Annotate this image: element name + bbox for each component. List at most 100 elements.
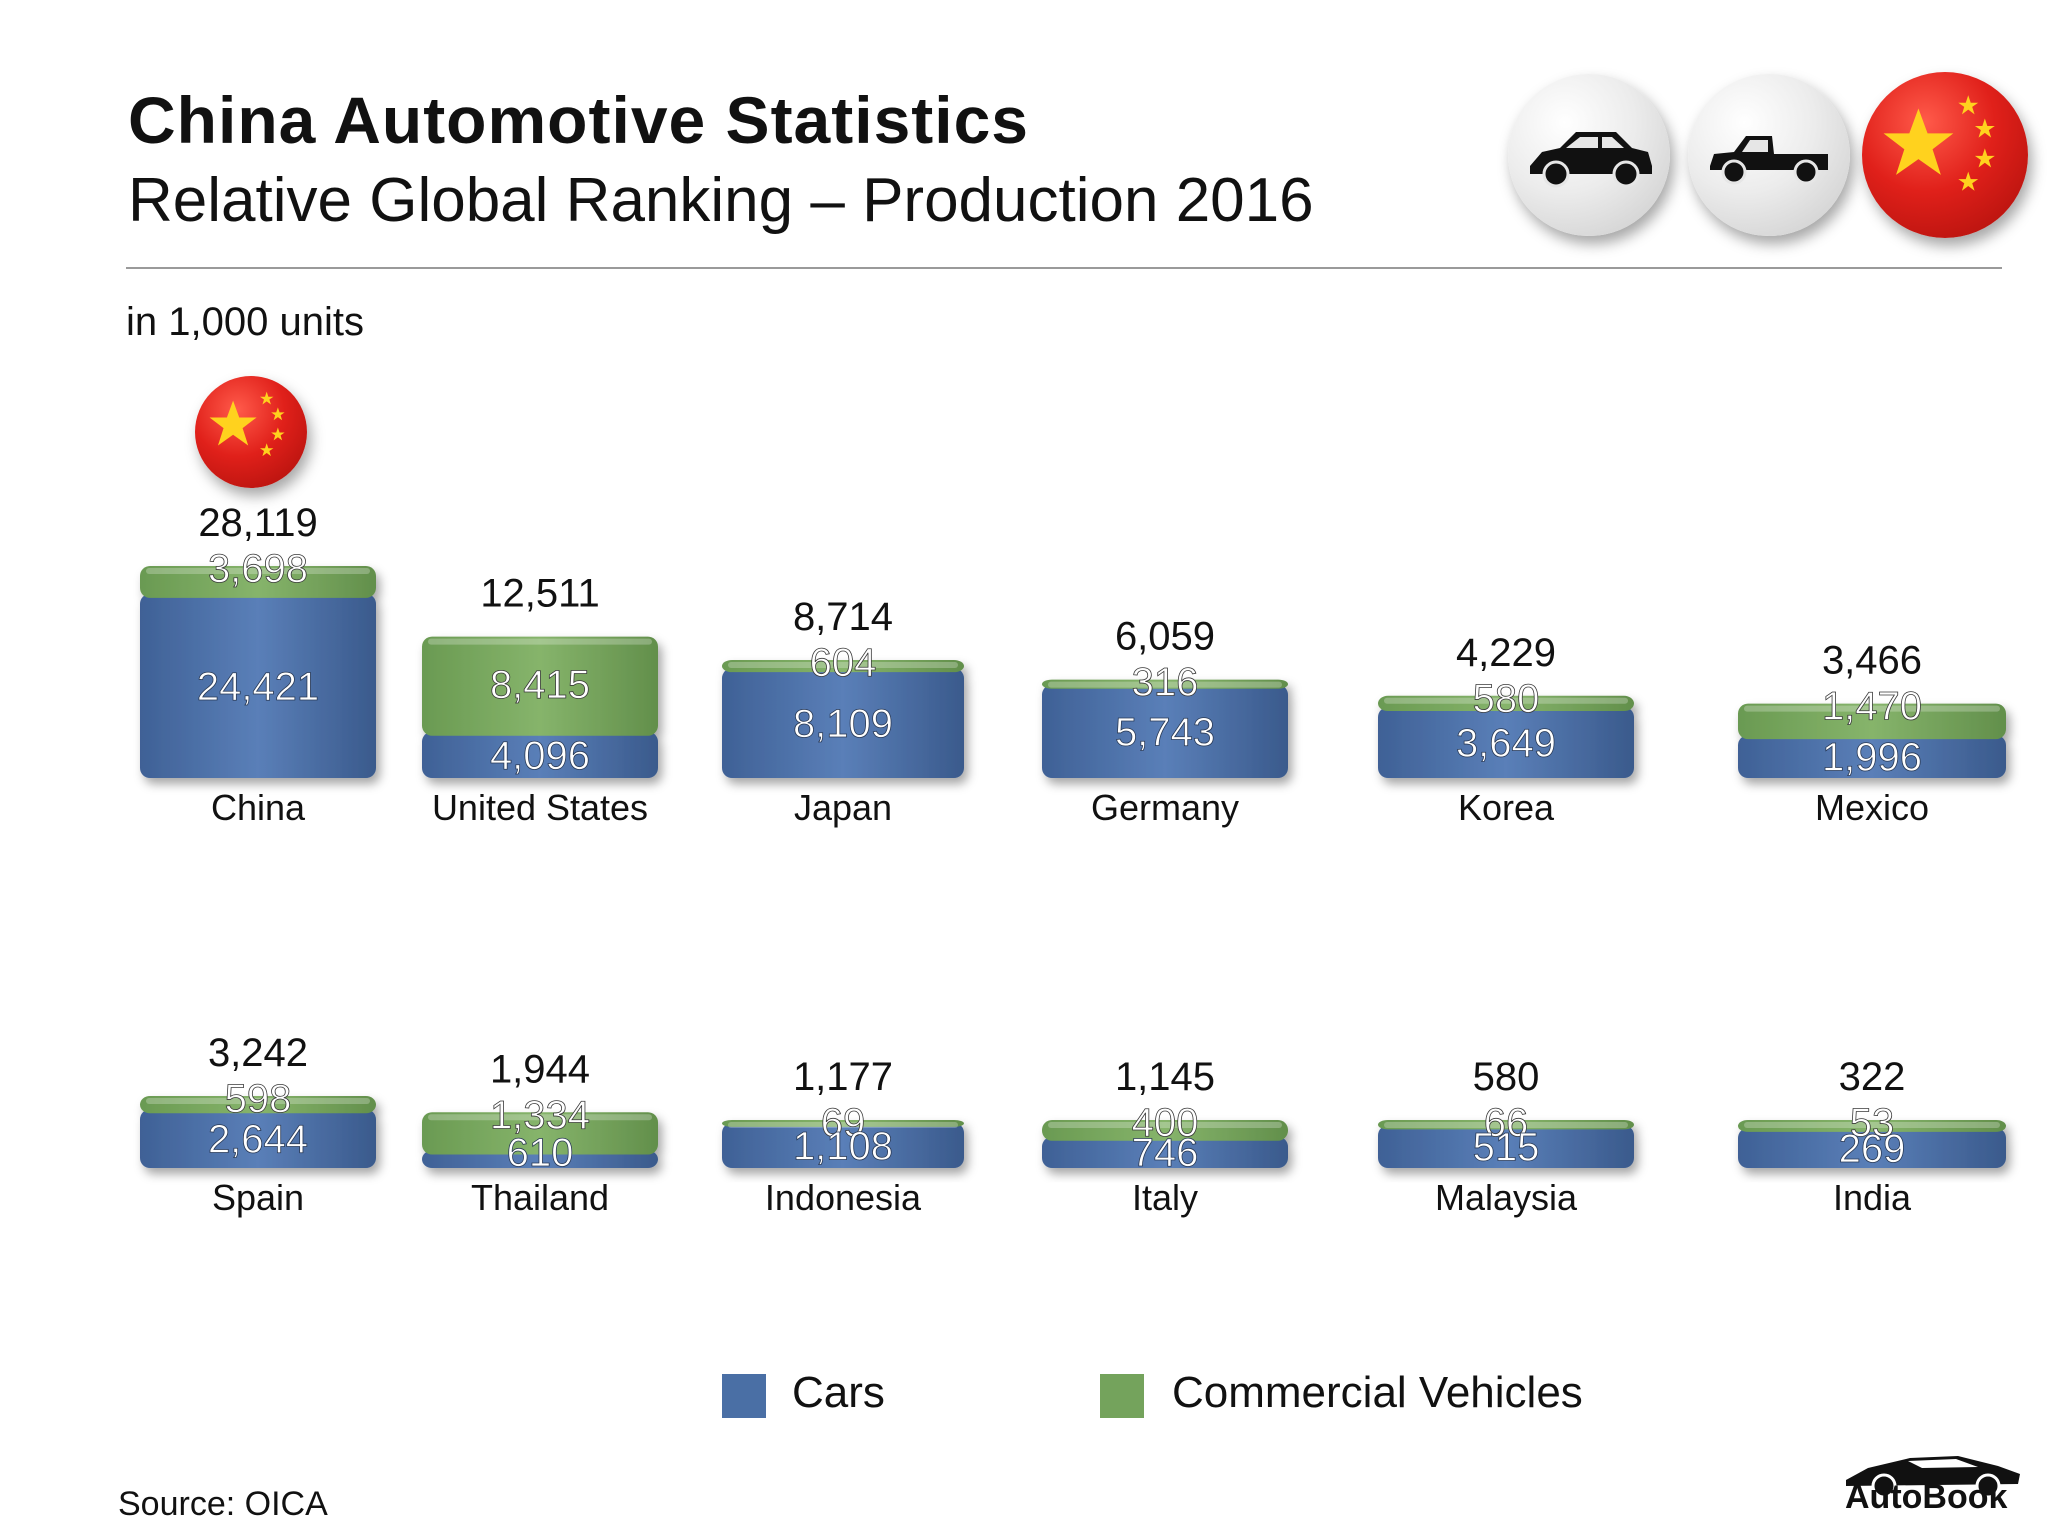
total-label: 4,229 xyxy=(1456,631,1556,675)
commercial-label: 400 xyxy=(1132,1101,1199,1145)
total-label: 12,511 xyxy=(480,572,599,616)
bar-cars xyxy=(722,668,964,778)
commercial-label: 53 xyxy=(1850,1101,1895,1145)
bar-highlight xyxy=(1384,697,1628,704)
category-label: Malaysia xyxy=(1435,1177,1578,1218)
bar-highlight xyxy=(428,638,652,645)
china-flag-icon xyxy=(1862,72,2028,238)
bar-highlight xyxy=(728,1122,958,1128)
total-label: 3,466 xyxy=(1822,639,1922,683)
category-label: Japan xyxy=(794,787,892,828)
car-icon xyxy=(1508,74,1670,236)
legend-swatch-cars xyxy=(722,1374,766,1418)
category-label: United States xyxy=(432,787,648,828)
category-label: Spain xyxy=(212,1177,304,1218)
autobook-car-logo-icon xyxy=(1846,1456,2020,1499)
total-label: 1,145 xyxy=(1115,1055,1215,1099)
page-title: China Automotive Statistics xyxy=(128,83,1030,157)
bar-group xyxy=(140,566,376,778)
pickup-truck-icon xyxy=(1688,74,1850,236)
total-label: 6,059 xyxy=(1115,615,1215,659)
bar-cars xyxy=(1042,1136,1288,1168)
bar-cars xyxy=(1042,684,1288,778)
category-label: Italy xyxy=(1132,1177,1198,1218)
category-label: Thailand xyxy=(471,1177,609,1218)
bar-group xyxy=(722,1120,964,1168)
china-flag-icon xyxy=(195,376,307,488)
bar-cars xyxy=(140,593,376,778)
category-label: Korea xyxy=(1458,787,1555,828)
cars-label: 515 xyxy=(1473,1126,1540,1170)
header-divider xyxy=(126,267,2002,269)
category-label: Germany xyxy=(1091,787,1239,828)
bar-commercial xyxy=(1738,703,2006,740)
bar-group xyxy=(1738,703,2006,778)
bar-group xyxy=(1378,695,1634,778)
cars-label: 1,996 xyxy=(1822,736,1922,780)
total-label: 3,242 xyxy=(208,1031,308,1075)
legend-swatch-commercial xyxy=(1100,1374,1144,1418)
cars-label: 2,644 xyxy=(208,1118,308,1162)
bar-cars xyxy=(1378,1125,1634,1168)
bar-group xyxy=(422,1112,658,1168)
commercial-label: 604 xyxy=(810,641,877,685)
bar-highlight xyxy=(1384,1122,1628,1128)
cars-label: 269 xyxy=(1839,1127,1906,1171)
bar-cars xyxy=(722,1122,964,1168)
total-label: 8,714 xyxy=(793,595,893,639)
cars-label: 24,421 xyxy=(197,665,319,709)
commercial-label: 1,470 xyxy=(1822,685,1922,729)
cars-label: 746 xyxy=(1132,1131,1199,1175)
bar-commercial xyxy=(422,636,658,736)
bar-group xyxy=(1738,1120,2006,1168)
bar-cars xyxy=(1738,735,2006,778)
cars-label: 3,649 xyxy=(1456,722,1556,766)
bar-commercial xyxy=(422,1112,658,1155)
cars-label: 5,743 xyxy=(1115,710,1215,754)
bar-group xyxy=(722,659,964,778)
brand-name: AutoBook xyxy=(1845,1478,2008,1516)
total-label: 1,944 xyxy=(490,1047,590,1091)
commercial-label: 1,334 xyxy=(490,1093,590,1137)
commercial-label: 69 xyxy=(821,1101,866,1145)
commercial-label: 598 xyxy=(225,1077,292,1121)
bar-highlight xyxy=(1048,681,1282,688)
cars-label: 1,108 xyxy=(793,1124,893,1168)
legend-label-cars: Cars xyxy=(792,1368,885,1417)
bar-cars xyxy=(140,1109,376,1168)
category-label: Mexico xyxy=(1815,787,1929,828)
bar-highlight xyxy=(1048,1122,1282,1128)
category-label: China xyxy=(211,787,306,828)
category-label: India xyxy=(1833,1177,1912,1218)
bar-group xyxy=(140,1096,376,1168)
bar-highlight xyxy=(428,1114,652,1121)
bar-highlight xyxy=(146,568,370,574)
total-label: 1,177 xyxy=(793,1055,893,1099)
page-subtitle: Relative Global Ranking – Production 201… xyxy=(128,166,1314,235)
bar-cars xyxy=(422,1150,658,1168)
cars-label: 4,096 xyxy=(490,734,590,778)
bar-highlight xyxy=(728,661,958,668)
cars-label: 610 xyxy=(507,1131,574,1175)
bar-group xyxy=(1042,1120,1288,1168)
category-label: Indonesia xyxy=(765,1177,922,1218)
bar-highlight xyxy=(1744,1122,2000,1128)
commercial-label: 66 xyxy=(1484,1101,1529,1145)
bar-group xyxy=(1042,679,1288,778)
commercial-label: 8,415 xyxy=(490,663,590,707)
commercial-label: 316 xyxy=(1132,661,1199,705)
units-label: in 1,000 units xyxy=(126,300,364,344)
commercial-label: 580 xyxy=(1473,677,1540,721)
total-label: 322 xyxy=(1839,1055,1906,1099)
bar-cars xyxy=(1738,1127,2006,1168)
cars-label: 8,109 xyxy=(793,702,893,746)
bar-group xyxy=(422,636,658,778)
commercial-label: 3,698 xyxy=(208,547,308,591)
bar-highlight xyxy=(146,1098,370,1105)
source-note: Source: OICA xyxy=(118,1485,328,1523)
legend-label-commercial: Commercial Vehicles xyxy=(1172,1368,1583,1417)
bar-cars xyxy=(422,731,658,778)
bar-group xyxy=(1378,1120,1634,1168)
bar-highlight xyxy=(1744,705,2000,712)
